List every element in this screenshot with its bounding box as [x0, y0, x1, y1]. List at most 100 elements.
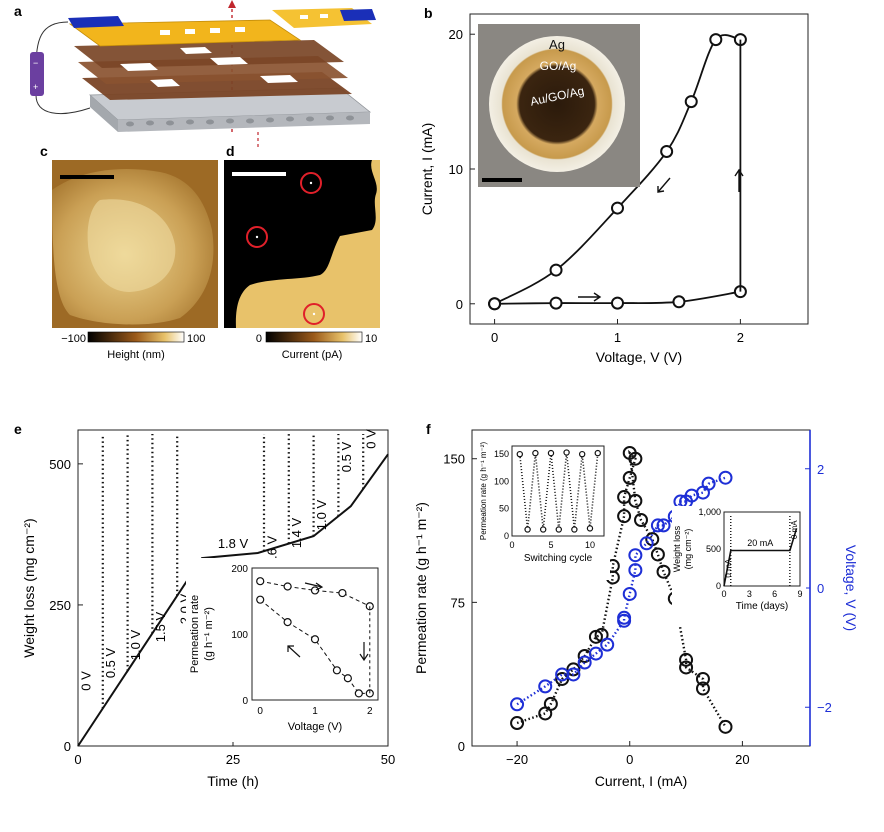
- inset-time-y-axis-label-2: (mg cm⁻²): [683, 529, 693, 570]
- inset-time-label-0ma-end: 0 mA: [790, 520, 799, 539]
- voltage-point: [566, 667, 581, 682]
- data-point: [549, 296, 563, 310]
- hotspot-circle-1: [300, 172, 322, 194]
- inset-time-x-tick-label: 0: [721, 589, 726, 599]
- inset-data-point: [365, 689, 374, 698]
- inset-cycle-point: [578, 450, 586, 458]
- inset-data-point: [283, 618, 292, 627]
- inset-cycle-y-tick-label: 0: [504, 531, 509, 541]
- inset-time-label-0ma-start: 0 mA: [724, 558, 733, 577]
- panel-letter-c: c: [40, 143, 48, 159]
- voltage-point: [718, 470, 733, 485]
- inset-time-x-axis-label: Time (days): [736, 601, 788, 612]
- colorbar-current-max: 10: [365, 333, 377, 345]
- inset-time-x-tick-label: 9: [797, 589, 802, 599]
- y-tick-label: 0: [456, 297, 463, 312]
- inset-y-tick-label: 0: [242, 696, 248, 707]
- inset-cycle-point: [547, 449, 555, 457]
- hotspot-dot-2: [255, 235, 259, 239]
- scale-bar-c: [60, 175, 114, 179]
- inset-data-point: [343, 674, 352, 683]
- y-tick-label: 0: [458, 739, 465, 754]
- inset-arrow-down: [359, 642, 369, 662]
- y2-tick-label: 0: [817, 581, 824, 596]
- y-tick-label: 20: [449, 27, 463, 42]
- inset-time-frame: [723, 511, 801, 587]
- inset-cycle-line: [519, 452, 599, 530]
- colorbar-height: [87, 331, 185, 343]
- arrow-up: [734, 168, 744, 192]
- permeation-point: [695, 671, 710, 686]
- colorbar-height-min: −100: [61, 333, 86, 345]
- hotspot-dot-3: [312, 312, 316, 316]
- voltage-point: [701, 476, 716, 491]
- inset-cycle-point: [516, 450, 523, 458]
- x-tick-label: −20: [506, 752, 528, 767]
- x-tick-label: 20: [735, 752, 749, 767]
- inset-cycle-background: [478, 438, 610, 580]
- inset-time-y-tick-label: 0: [716, 581, 721, 591]
- inset-cycle-point: [532, 449, 539, 457]
- inset-x-axis-label: Voltage (V): [288, 721, 342, 733]
- inset-frame: [251, 567, 379, 701]
- inset-time-y-tick-label: 1,000: [698, 507, 721, 517]
- chart-b-inset-photo: Ag GO/Ag Au/GO/Ag: [478, 24, 640, 187]
- hotspot-circle-2: [246, 226, 268, 248]
- inset-arrow-right: [304, 582, 324, 591]
- x-tick-label: 2: [737, 330, 744, 345]
- permeation-point: [634, 513, 648, 528]
- permeation-point: [510, 716, 525, 731]
- data-point: [549, 263, 563, 277]
- support-pores: [126, 115, 354, 127]
- inset-time-line: [723, 528, 798, 587]
- panel-letter-b: b: [424, 5, 433, 21]
- inset-data-point: [310, 586, 320, 595]
- data-point: [488, 297, 502, 311]
- voltage-point: [600, 637, 615, 652]
- scale-bar-d: [232, 172, 286, 176]
- inset-cycle-point: [563, 449, 570, 456]
- inset-cycle-point: [539, 526, 547, 533]
- voltage-label: 0.5 V: [103, 647, 118, 678]
- inset-data-point: [256, 595, 265, 604]
- y-axis-label: Weight loss (mg cm⁻²): [21, 518, 37, 657]
- colorbar-height-label: Height (nm): [107, 349, 164, 361]
- inset-y-tick-label: 200: [231, 564, 248, 575]
- permeation-point: [656, 564, 671, 579]
- panel-letter-d: d: [226, 143, 235, 159]
- inset-cycle-y-tick-label: 50: [499, 504, 509, 514]
- inset-data-point: [310, 635, 320, 644]
- inset-cycle-x-axis-label: Switching cycle: [524, 553, 593, 564]
- inset-data-point: [332, 666, 342, 675]
- x-tick-label: 1: [614, 330, 621, 345]
- voltage-point: [628, 548, 643, 563]
- colorbar-current: [265, 331, 363, 343]
- inset-series-line: [260, 580, 371, 607]
- voltage-point: [695, 485, 710, 500]
- arrow-down-left: [657, 177, 671, 193]
- inset-time-x-tick-label: 3: [747, 589, 752, 599]
- inset-cycle-x-tick-label: 5: [548, 540, 553, 550]
- permeation-point: [628, 493, 643, 508]
- x-axis-label: Time (h): [207, 773, 259, 789]
- inset-y-axis-label-1: Permeation rate: [189, 595, 201, 673]
- voltage-label: 0 V: [78, 671, 93, 691]
- y-tick-label: 500: [49, 457, 71, 472]
- go-layer-gaps: [120, 47, 298, 87]
- permeation-point: [650, 547, 665, 562]
- inset-data-point: [256, 577, 265, 586]
- x-tick-label: 0: [626, 752, 633, 767]
- inset-data-point: [338, 588, 347, 598]
- inset-x-tick-label: 2: [367, 706, 373, 717]
- inset-x-tick-label: 0: [257, 706, 263, 717]
- voltage-label: 0.5 V: [339, 441, 354, 472]
- voltage-label: 1.4 V: [289, 517, 304, 548]
- voltage-point: [650, 518, 665, 533]
- hotspot-circle-3: [303, 303, 325, 325]
- data-point: [660, 144, 674, 158]
- inset-background: [186, 558, 382, 742]
- inset-time-y-axis-label-1: Weight loss: [672, 525, 682, 572]
- colorbar-height-max: 100: [187, 333, 205, 345]
- inset-cycle-x-tick-label: 10: [585, 540, 595, 550]
- voltage-label: 1.0 V: [314, 499, 329, 530]
